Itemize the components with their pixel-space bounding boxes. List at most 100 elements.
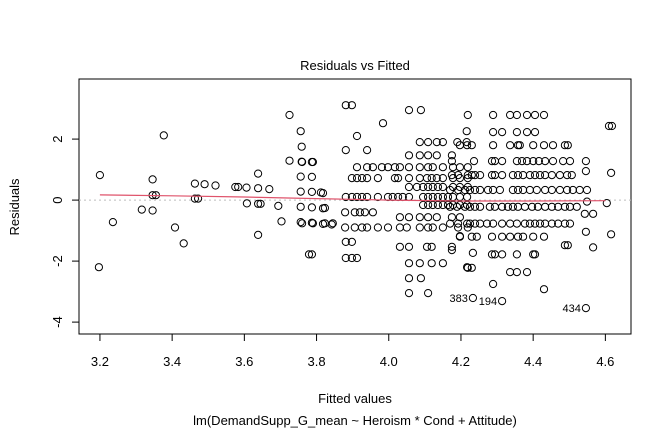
data-point — [395, 163, 404, 172]
data-point — [465, 185, 475, 195]
data-point — [522, 157, 532, 166]
data-point — [559, 157, 568, 166]
data-point — [341, 237, 350, 246]
data-point — [424, 138, 433, 147]
data-point — [438, 259, 447, 268]
data-point — [170, 223, 180, 232]
y-tick-label: 0 — [50, 196, 65, 203]
data-point — [265, 185, 274, 194]
data-point — [582, 185, 592, 195]
data-point — [428, 223, 437, 232]
data-point — [563, 141, 572, 150]
data-point — [404, 151, 414, 160]
data-point — [465, 202, 475, 211]
data-point — [512, 219, 522, 228]
data-point — [468, 248, 477, 257]
data-point — [383, 223, 393, 232]
data-point — [529, 141, 538, 150]
data-point — [424, 200, 433, 210]
data-point — [454, 219, 463, 228]
data-point — [363, 163, 372, 172]
data-point — [463, 141, 472, 150]
data-point — [352, 174, 362, 183]
data-point — [108, 218, 118, 227]
data-point — [347, 192, 356, 202]
data-point — [404, 163, 414, 172]
data-point — [506, 141, 515, 150]
data-point — [455, 232, 464, 241]
data-point — [447, 171, 456, 180]
data-point — [581, 157, 591, 166]
data-point — [395, 223, 404, 232]
data-point — [498, 297, 507, 306]
data-point — [455, 192, 464, 202]
chart-subtitle: lm(DemandSupp_G_mean ~ Heroism * Cond + … — [193, 413, 517, 428]
data-point — [296, 202, 305, 211]
data-point — [254, 199, 263, 208]
data-point — [541, 219, 550, 228]
data-point — [565, 219, 575, 228]
y-axis: -4 -2 0 2 — [50, 135, 80, 328]
data-point — [580, 209, 589, 218]
data-point — [427, 259, 436, 268]
data-point — [190, 194, 199, 203]
data-point — [530, 128, 540, 137]
data-point — [159, 131, 168, 140]
data-point — [530, 219, 540, 228]
data-point — [194, 194, 203, 203]
data-point — [489, 185, 498, 195]
data-point — [476, 202, 485, 211]
data-point — [460, 202, 469, 211]
data-point — [602, 199, 611, 208]
data-point — [454, 223, 463, 232]
data-point — [534, 157, 544, 166]
data-point — [529, 157, 538, 166]
x-tick-label: 4.6 — [596, 354, 614, 369]
data-point — [607, 230, 616, 239]
data-point — [378, 119, 388, 128]
data-point — [357, 174, 367, 183]
data-point — [530, 110, 540, 120]
data-point — [357, 192, 367, 202]
data-point — [506, 268, 515, 277]
data-point — [433, 200, 442, 210]
data-point — [347, 253, 356, 263]
data-point — [555, 185, 565, 195]
data-point — [432, 151, 441, 160]
data-point — [424, 163, 433, 172]
data-point — [341, 223, 350, 232]
data-point — [547, 185, 557, 195]
data-point — [498, 219, 507, 228]
data-point — [446, 185, 455, 195]
data-point — [513, 171, 523, 180]
data-point — [298, 219, 307, 228]
data-point — [277, 217, 286, 226]
data-point — [503, 202, 512, 211]
data-point — [548, 141, 558, 150]
data-point — [341, 101, 350, 110]
y-axis-label: Residuals — [7, 178, 22, 236]
data-points — [94, 101, 617, 313]
data-point — [404, 259, 414, 268]
data-point — [297, 142, 306, 151]
data-point — [565, 157, 575, 166]
data-point — [274, 201, 283, 210]
data-point — [390, 163, 399, 172]
data-point — [422, 242, 432, 251]
data-point — [581, 304, 591, 313]
data-point — [296, 218, 305, 227]
x-axis: 3.2 3.4 3.6 3.8 4.0 4.2 4.4 4.6 — [91, 333, 614, 369]
data-point — [148, 206, 157, 215]
data-point — [548, 157, 558, 166]
data-point — [446, 219, 455, 228]
data-point — [508, 185, 518, 195]
data-point — [254, 230, 263, 239]
data-point — [463, 110, 472, 120]
data-point — [506, 219, 515, 228]
data-point — [515, 141, 524, 150]
data-point — [467, 171, 476, 180]
data-point — [438, 163, 447, 172]
data-point — [539, 232, 549, 241]
data-point — [296, 187, 305, 196]
data-point — [350, 223, 359, 232]
